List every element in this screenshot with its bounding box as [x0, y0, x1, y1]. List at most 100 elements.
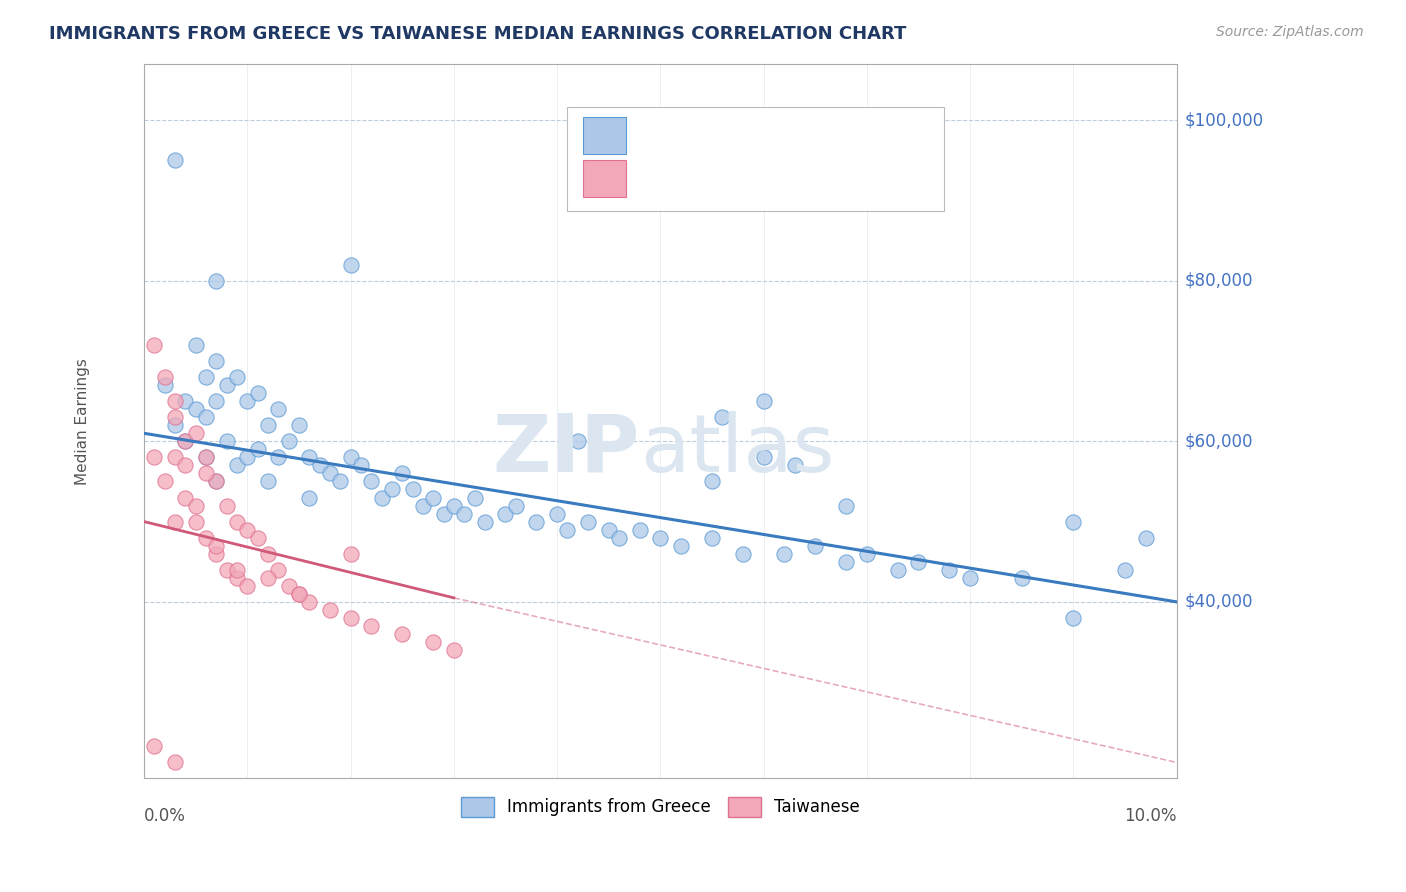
Point [453, 507, 475, 521]
Point [339, 547, 361, 561]
Legend: Immigrants from Greece, Taiwanese: Immigrants from Greece, Taiwanese [454, 790, 866, 823]
Point [1135, 531, 1157, 545]
Point [205, 274, 228, 288]
Text: $60,000: $60,000 [1185, 433, 1253, 450]
Point [526, 515, 548, 529]
Point [195, 370, 218, 384]
Point [153, 370, 176, 384]
Point [143, 739, 166, 754]
Point [195, 410, 218, 425]
Point [1062, 515, 1084, 529]
Point [783, 458, 806, 473]
Point [938, 563, 960, 577]
Point [267, 450, 290, 465]
Point [215, 563, 238, 577]
Point [350, 458, 373, 473]
Point [752, 394, 775, 409]
Point [650, 531, 672, 545]
Point [236, 523, 259, 537]
FancyBboxPatch shape [568, 107, 945, 211]
Point [267, 402, 290, 417]
Point [174, 458, 197, 473]
Text: $80,000: $80,000 [1185, 272, 1253, 290]
Point [567, 434, 589, 449]
Text: Source: ZipAtlas.com: Source: ZipAtlas.com [1216, 25, 1364, 39]
Point [339, 450, 361, 465]
Point [773, 547, 796, 561]
FancyBboxPatch shape [583, 117, 626, 154]
Point [205, 475, 228, 489]
Point [298, 491, 321, 505]
Point [205, 539, 228, 553]
Point [143, 450, 166, 465]
Point [165, 410, 187, 425]
Point [195, 450, 218, 465]
Point [165, 418, 187, 433]
Point [319, 467, 342, 481]
Point [959, 571, 981, 585]
Point [752, 450, 775, 465]
Point [381, 483, 404, 497]
Point [288, 587, 311, 601]
Point [298, 595, 321, 609]
Point [422, 491, 444, 505]
Text: Median Earnings: Median Earnings [75, 358, 90, 484]
Point [277, 434, 299, 449]
Point [1062, 611, 1084, 625]
Point [195, 531, 218, 545]
Point [184, 426, 207, 441]
Text: R =: R = [637, 127, 676, 145]
Point [443, 499, 465, 513]
Point [226, 458, 249, 473]
Point [165, 756, 187, 770]
Point [174, 394, 197, 409]
Point [153, 378, 176, 392]
Point [474, 515, 496, 529]
Point [205, 475, 228, 489]
Point [246, 386, 269, 401]
Point [308, 458, 330, 473]
Point [226, 515, 249, 529]
Point [226, 370, 249, 384]
Point [246, 442, 269, 457]
Point [669, 539, 692, 553]
Point [505, 499, 527, 513]
Point [700, 531, 723, 545]
Point [391, 467, 413, 481]
Point [607, 531, 630, 545]
Point [184, 402, 207, 417]
Text: -0.258: -0.258 [673, 127, 738, 145]
Point [370, 491, 392, 505]
Point [319, 603, 342, 617]
Point [495, 507, 517, 521]
Point [215, 378, 238, 392]
Point [412, 499, 434, 513]
Point [184, 499, 207, 513]
Point [360, 619, 382, 633]
Point [443, 643, 465, 657]
Point [576, 515, 599, 529]
Point [215, 499, 238, 513]
Point [804, 539, 827, 553]
Point [628, 523, 651, 537]
Point [174, 491, 197, 505]
Point [226, 571, 249, 585]
Point [205, 354, 228, 368]
Point [422, 635, 444, 649]
Point [153, 475, 176, 489]
Point [277, 579, 299, 593]
Text: N =: N = [763, 169, 804, 187]
Point [165, 394, 187, 409]
Point [401, 483, 423, 497]
Point [835, 555, 858, 569]
Text: N =: N = [763, 127, 804, 145]
Point [391, 627, 413, 641]
Point [546, 507, 568, 521]
Text: IMMIGRANTS FROM GREECE VS TAIWANESE MEDIAN EARNINGS CORRELATION CHART: IMMIGRANTS FROM GREECE VS TAIWANESE MEDI… [49, 25, 907, 43]
Point [1114, 563, 1136, 577]
Text: atlas: atlas [640, 411, 834, 489]
Point [246, 531, 269, 545]
Point [184, 515, 207, 529]
Point [205, 394, 228, 409]
Point [215, 434, 238, 449]
